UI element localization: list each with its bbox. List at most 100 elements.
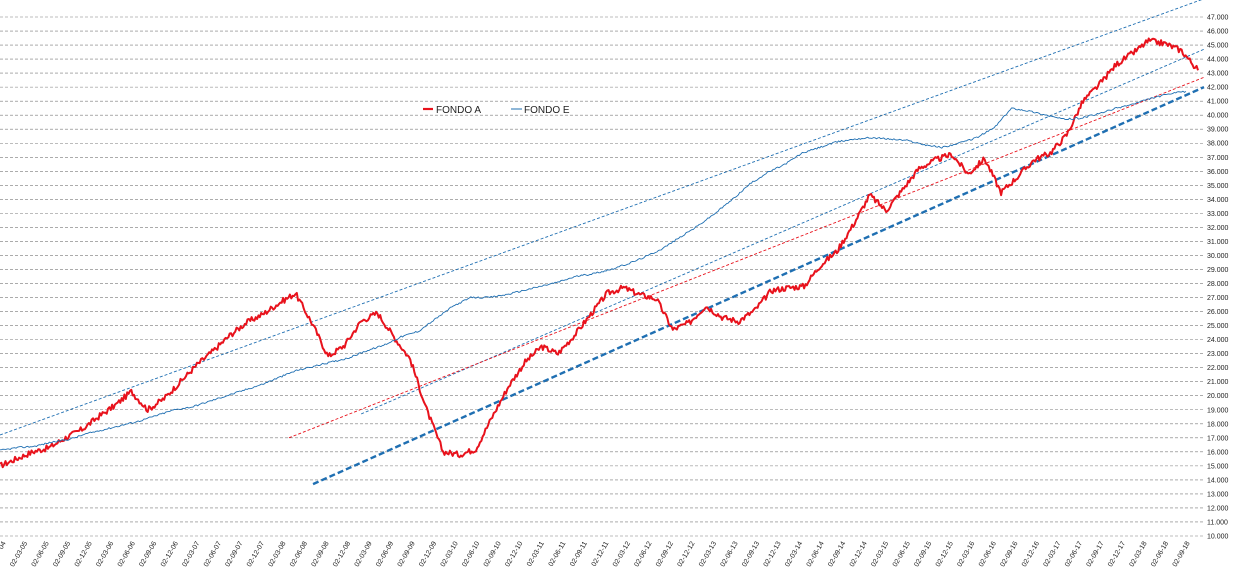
- x-tick-label: 02-06-16: [978, 540, 998, 568]
- x-tick-label: 02-06-09: [375, 540, 395, 568]
- x-axis-ticks: 04 02-03-05 02-06-05 02-09-05 02-12-05 02-03-…: [0, 540, 1192, 568]
- x-tick-label: 02-09-11: [569, 540, 589, 567]
- y-tick-label: 15.000: [1207, 463, 1229, 470]
- x-tick-label: 02-06-15: [892, 540, 912, 568]
- y-tick-label: 22.000: [1207, 365, 1229, 372]
- x-tick-label: 02-09-05: [52, 540, 72, 568]
- x-tick-label: 02-03-18: [1129, 540, 1149, 568]
- x-tick-label: 02-06-05: [31, 540, 51, 568]
- x-tick-label: 02-06-07: [203, 540, 223, 568]
- x-tick-label: 02-09-14: [827, 540, 847, 568]
- series-line-fondo-a: [0, 37, 1199, 469]
- x-tick-label: 02-03-06: [95, 540, 115, 568]
- x-tick-label: 02-12-12: [677, 540, 697, 568]
- x-tick-label: 02-03-11: [526, 540, 546, 567]
- x-tick-label: 02-12-07: [246, 540, 266, 568]
- x-tick-label: 02-12-14: [849, 540, 869, 568]
- trend-line: [312, 86, 1205, 486]
- y-tick-label: 26.000: [1207, 309, 1229, 316]
- x-tick-label: 02-06-17: [1064, 540, 1084, 568]
- series-lines: [0, 37, 1199, 469]
- x-tick-label: 02-12-16: [1021, 540, 1041, 568]
- y-tick-label: 23.000: [1207, 351, 1229, 358]
- x-tick-label: 02-03-13: [698, 540, 718, 568]
- trend-lines: [0, 0, 1205, 486]
- y-tick-label: 32.000: [1207, 225, 1229, 232]
- y-tick-label: 42.000: [1207, 85, 1229, 92]
- y-tick-label: 11.000: [1207, 519, 1228, 526]
- x-tick-label: 02-03-08: [268, 540, 288, 568]
- x-tick-label: 02-12-11: [591, 540, 611, 567]
- x-tick-label: 02-09-09: [397, 540, 417, 568]
- y-tick-label: 27.000: [1207, 295, 1229, 302]
- y-tick-label: 14.000: [1207, 477, 1229, 484]
- x-tick-label: 02-12-17: [1107, 540, 1127, 568]
- y-tick-label: 34.000: [1207, 197, 1229, 204]
- y-tick-label: 31.000: [1207, 239, 1229, 246]
- x-tick-label: 02-06-13: [720, 540, 740, 568]
- legend-label-fondo-a: FONDO A: [436, 105, 481, 116]
- x-tick-label: 02-03-14: [784, 540, 804, 568]
- y-tick-label: 39.000: [1207, 127, 1229, 134]
- x-tick-label: 04: [0, 540, 8, 550]
- y-tick-label: 24.000: [1207, 337, 1229, 344]
- x-tick-label: 02-03-15: [870, 540, 890, 568]
- y-tick-label: 19.000: [1207, 407, 1229, 414]
- x-tick-label: 02-03-17: [1042, 540, 1062, 568]
- x-tick-label: 02-09-10: [483, 540, 503, 568]
- y-tick-label: 35.000: [1207, 183, 1229, 190]
- y-tick-label: 36.000: [1207, 169, 1229, 176]
- x-tick-label: 02-03-16: [956, 540, 976, 568]
- legend-label-fondo-e: FONDO E: [524, 105, 570, 116]
- x-tick-label: 02-09-07: [224, 540, 244, 568]
- x-tick-label: 02-12-13: [763, 540, 783, 568]
- x-tick-label: 02-06-08: [289, 540, 309, 568]
- x-tick-label: 02-12-06: [160, 540, 180, 568]
- y-tick-label: 44.000: [1207, 57, 1229, 64]
- y-tick-label: 12.000: [1207, 505, 1229, 512]
- x-tick-label: 02-09-08: [311, 540, 331, 568]
- y-tick-label: 28.000: [1207, 281, 1229, 288]
- trend-line: [361, 48, 1205, 415]
- y-tick-label: 13.000: [1207, 491, 1229, 498]
- y-tick-label: 46.000: [1207, 29, 1229, 36]
- x-tick-label: 02-12-09: [418, 540, 438, 568]
- y-tick-label: 40.000: [1207, 113, 1229, 120]
- x-tick-label: 02-12-10: [504, 540, 524, 568]
- y-tick-label: 29.000: [1207, 267, 1229, 274]
- series-line-fondo-e: [0, 90, 1187, 451]
- x-tick-label: 02-03-10: [440, 540, 460, 568]
- y-tick-label: 37.000: [1207, 155, 1229, 162]
- trend-line: [288, 76, 1205, 439]
- y-tick-label: 25.000: [1207, 323, 1229, 330]
- x-tick-label: 02-06-11: [548, 540, 568, 567]
- x-tick-label: 02-09-16: [999, 540, 1019, 568]
- y-tick-label: 16.000: [1207, 449, 1229, 456]
- y-tick-label: 30.000: [1207, 253, 1229, 260]
- x-tick-label: 02-09-06: [138, 540, 158, 568]
- y-tick-label: 43.000: [1207, 71, 1229, 78]
- x-tick-label: 02-03-07: [181, 540, 201, 568]
- x-tick-label: 02-06-06: [117, 540, 137, 568]
- x-tick-label: 02-12-08: [332, 540, 352, 568]
- x-tick-label: 02-06-18: [1150, 540, 1170, 568]
- x-tick-label: 02-03-09: [354, 540, 374, 568]
- x-tick-label: 02-06-14: [806, 540, 826, 568]
- y-axis-ticks: 10.000 11.000 12.000 13.000 14.000 15.000 16.0…: [1207, 15, 1229, 541]
- x-tick-label: 02-09-15: [913, 540, 933, 568]
- y-tick-label: 45.000: [1207, 43, 1229, 50]
- x-tick-label: 02-06-12: [633, 540, 653, 568]
- y-tick-label: 47.000: [1207, 15, 1229, 22]
- legend: FONDO A FONDO E: [423, 105, 570, 116]
- x-tick-label: 02-09-12: [655, 540, 675, 568]
- y-tick-label: 21.000: [1207, 379, 1229, 386]
- y-tick-label: 38.000: [1207, 141, 1229, 148]
- y-tick-label: 10.000: [1207, 534, 1229, 541]
- gridlines: [0, 16, 1205, 537]
- x-tick-label: 02-03-12: [612, 540, 632, 568]
- x-tick-label: 02-09-13: [741, 540, 761, 568]
- trend-line: [0, 0, 1202, 436]
- y-tick-label: 20.000: [1207, 393, 1229, 400]
- x-tick-label: 02-03-05: [9, 540, 29, 568]
- x-tick-label: 02-12-15: [935, 540, 955, 568]
